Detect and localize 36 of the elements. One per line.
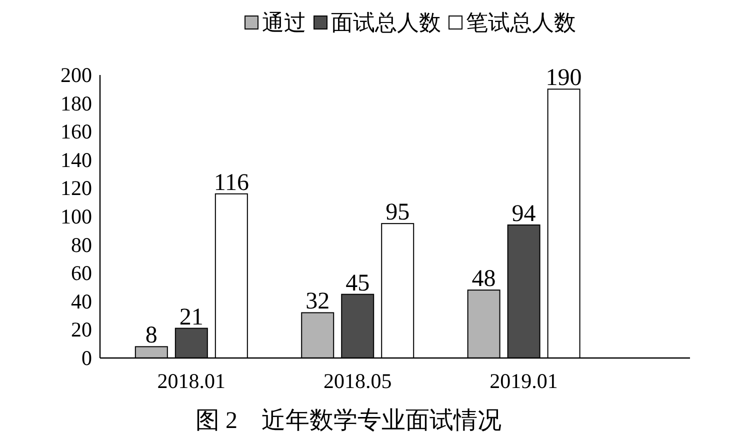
bar: 32 xyxy=(301,288,334,358)
data-label: 45 xyxy=(346,270,370,296)
x-tick-label: 2018.01 xyxy=(157,369,226,393)
bar: 48 xyxy=(467,266,500,358)
text: 图 2 近年数学专业面试情况 xyxy=(196,408,502,434)
y-tick-label: 140 xyxy=(60,148,92,172)
data-label: 190 xyxy=(546,65,582,92)
y-tick-label: 160 xyxy=(60,120,92,144)
bar: 21 xyxy=(174,304,208,358)
legend-label: 通过 xyxy=(262,10,306,35)
y-tick-label: 120 xyxy=(60,176,92,200)
legend-label: 笔试总人数 xyxy=(466,10,576,35)
y-tick-label: 60 xyxy=(71,261,92,286)
data-label: 32 xyxy=(306,288,330,315)
y-tick-label: 200 xyxy=(60,63,92,87)
data-label: 21 xyxy=(179,304,204,330)
bar: 45 xyxy=(341,270,374,358)
data-label: 116 xyxy=(214,170,249,196)
legend-label: 面试总人数 xyxy=(331,10,441,35)
bar: 95 xyxy=(381,200,414,358)
y-tick-label: 100 xyxy=(60,204,92,228)
x-tick-label: 2018.05 xyxy=(323,369,392,393)
data-label: 95 xyxy=(386,200,410,226)
y-tick-label: 0 xyxy=(82,346,92,370)
data-label: 8 xyxy=(145,322,158,349)
bar: 94 xyxy=(507,201,540,358)
bar: 8 xyxy=(134,322,168,358)
y-tick-label: 40 xyxy=(71,289,92,314)
x-tick-label: 2019.01 xyxy=(490,369,558,393)
y-tick-label: 180 xyxy=(60,91,92,116)
y-tick-label: 80 xyxy=(71,232,92,257)
data-label: 94 xyxy=(512,200,536,227)
bar: 116 xyxy=(214,170,249,358)
y-tick-label: 20 xyxy=(71,318,92,342)
bar: 190 xyxy=(546,65,582,358)
data-label: 48 xyxy=(472,266,496,292)
